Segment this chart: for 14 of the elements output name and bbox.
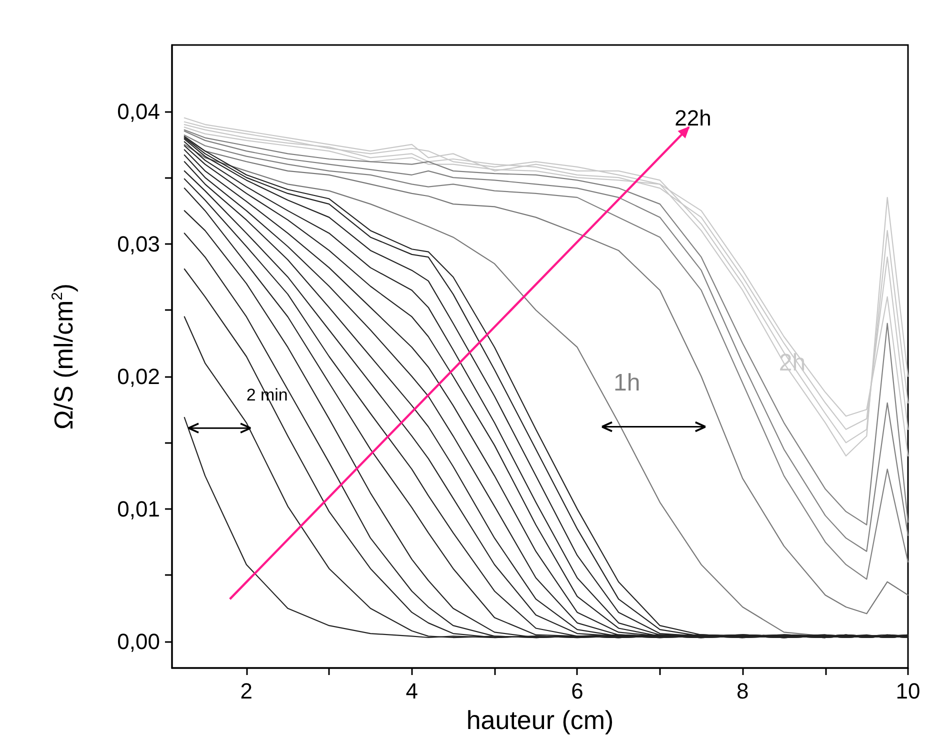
x-tick-label: 2 <box>240 678 253 704</box>
y-tick-label: 0,01 <box>117 496 160 522</box>
x-tick-label: 8 <box>736 678 749 704</box>
y-axis-title: Ω/S (ml/cm2) <box>48 283 78 430</box>
annotation: 1h <box>613 370 640 397</box>
x-tick-label: 10 <box>896 678 920 704</box>
y-tick-label: 0,02 <box>117 364 160 389</box>
annotation: 22h <box>674 105 712 130</box>
y-tick-label: 0,04 <box>117 98 160 124</box>
x-tick-label: 4 <box>406 678 418 704</box>
x-axis-title: hauteur (cm) <box>466 704 614 735</box>
x-tick-label: 6 <box>571 678 584 704</box>
y-tick-label: 0,00 <box>117 628 160 654</box>
y-tick-label: 0,03 <box>117 231 160 256</box>
